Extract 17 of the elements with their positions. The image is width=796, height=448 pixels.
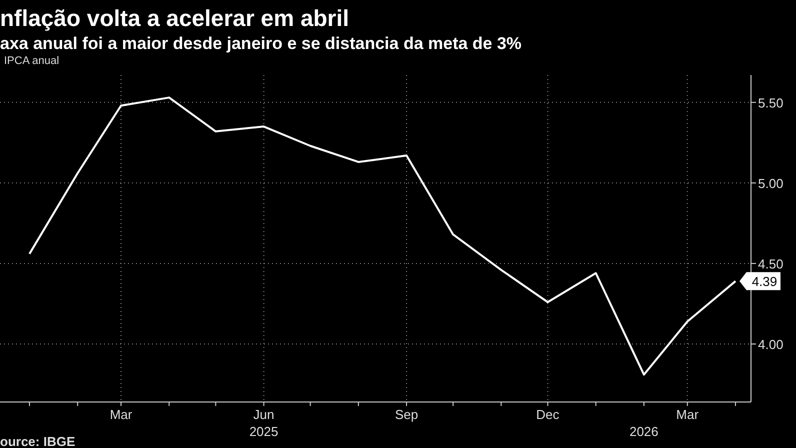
text: IPCA anual (4, 55, 60, 67)
x-tick-label: Dec (536, 407, 560, 422)
chart-subtitle: axa anual foi a maior desde janeiro e se distancia da meta de 3% (0, 34, 522, 53)
y-tick-label: 5.50 (758, 95, 784, 110)
x-tick-label: Mar (676, 407, 700, 422)
y-tick-label: 4.00 (758, 337, 784, 352)
x-tick-label: Sep (394, 407, 418, 422)
text: ource: IBGE (0, 434, 76, 448)
x2-tick-label: 2026 (629, 424, 658, 439)
x-tick-label: Jun (253, 407, 274, 422)
x2-tick-label: 2025 (249, 424, 278, 439)
chart-title: nflação volta a acelerar em abril (0, 5, 350, 31)
data-label: 4.39 (752, 274, 778, 290)
y-tick-label: 4.50 (758, 256, 784, 272)
x-tick-label: Mar (110, 407, 133, 422)
line-series (28, 96, 736, 376)
y-tick-label: 5.00 (758, 176, 784, 191)
